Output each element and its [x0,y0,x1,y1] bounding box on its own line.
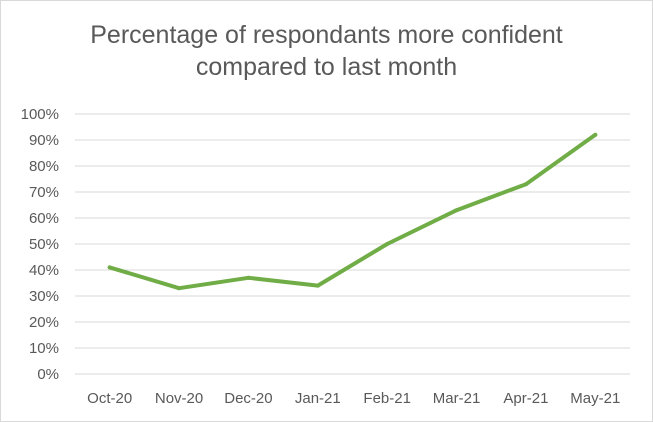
y-tick-label: 90% [29,132,59,149]
data-point [454,208,459,213]
x-tick-label: Dec-20 [224,390,272,407]
y-tick-label: 50% [29,236,59,253]
y-tick-label: 10% [29,340,59,357]
data-point [523,182,528,187]
y-axis-tick-labels: 0% 10% 20% 30% 40% 50% 60% 70% 80% 90% 100% [21,106,59,383]
y-tick-label: 80% [29,158,59,175]
y-tick-label: 30% [29,288,59,305]
gridlines [75,113,630,375]
x-tick-label: Oct-20 [87,390,132,407]
data-point [593,132,598,137]
series-layer [107,132,598,291]
x-tick-label: Mar-21 [433,390,481,407]
x-tick-label: Apr-21 [503,390,548,407]
y-tick-label: 20% [29,314,59,331]
x-tick-label: May-21 [570,390,620,407]
y-tick-label: 0% [37,366,59,383]
y-tick-label: 60% [29,210,59,227]
x-tick-label: Jan-21 [295,390,341,407]
y-tick-label: 100% [21,106,59,123]
chart-title: Percentage of respondants more confident… [1,19,652,83]
y-tick-label: 70% [29,184,59,201]
chart-title-line-2: compared to last month [195,53,458,81]
x-axis-tick-labels: Oct-20 Nov-20 Dec-20 Jan-21 Feb-21 Mar-21 Apr-… [87,390,620,407]
series-line [107,132,598,291]
data-point [107,265,112,270]
x-tick-label: Feb-21 [363,390,411,407]
data-point [177,286,182,291]
data-point [385,242,390,246]
chart-title-line-1: Percentage of respondants more confident [90,21,563,49]
x-tick-label: Nov-20 [155,390,203,407]
y-tick-label: 40% [29,262,59,279]
data-point [246,275,251,280]
data-point [315,283,320,288]
